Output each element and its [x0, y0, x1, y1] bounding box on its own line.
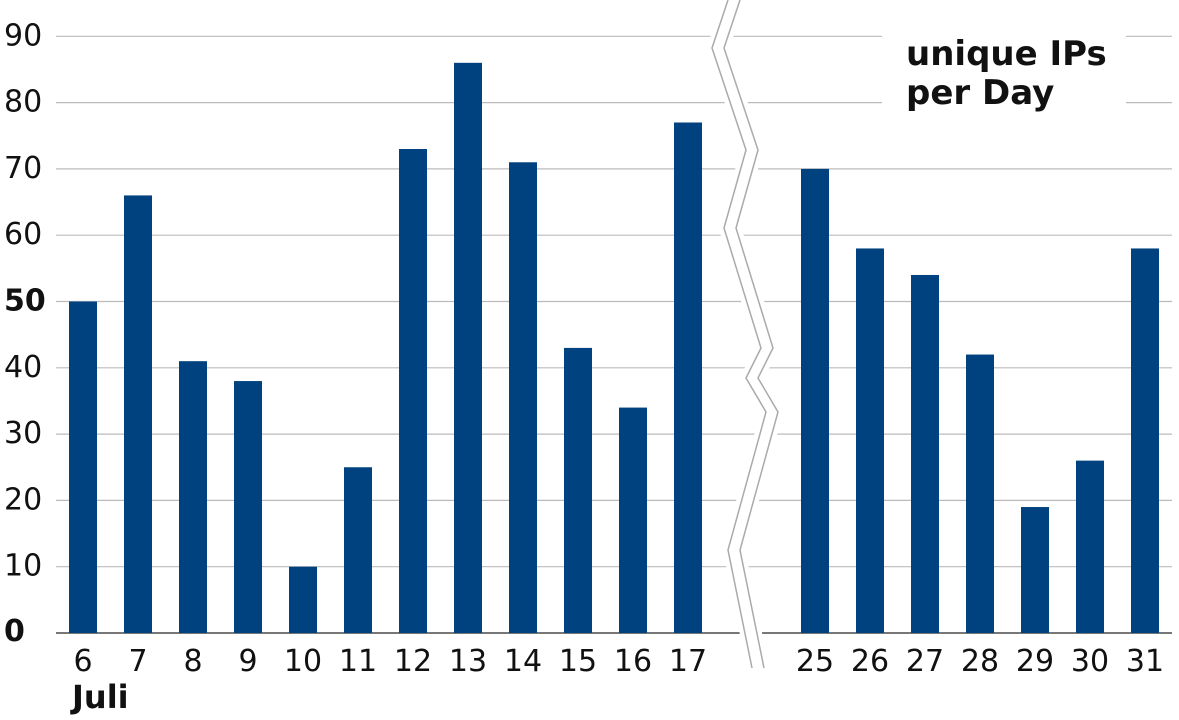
x-axis-label: Juli — [70, 678, 129, 716]
title-line-1: unique IPs — [906, 34, 1107, 74]
axis-break-marker — [706, 0, 784, 671]
y-tick-40: 40 — [4, 350, 42, 385]
y-tick-50: 50 — [4, 284, 46, 319]
x-tick-30: 30 — [1071, 644, 1109, 679]
bar-12 — [399, 149, 427, 633]
y-tick-60: 60 — [4, 217, 42, 252]
bar-30 — [1076, 460, 1104, 633]
y-tick-20: 20 — [4, 482, 42, 517]
x-tick-16: 16 — [614, 644, 652, 679]
title-line-2: per Day — [906, 73, 1054, 113]
bar-27 — [911, 274, 939, 633]
bar-7 — [124, 195, 152, 634]
bar-10 — [289, 566, 317, 633]
bar-11 — [344, 467, 372, 633]
y-tick-30: 30 — [4, 416, 42, 451]
bar-31 — [1131, 248, 1159, 633]
y-tick-10: 10 — [4, 549, 42, 584]
x-tick-7: 7 — [128, 644, 147, 679]
x-tick-12: 12 — [394, 644, 432, 679]
chart-title: unique IPs per Day — [882, 20, 1126, 116]
gridlines — [56, 35, 1172, 634]
bar-25 — [801, 168, 829, 633]
bar-26 — [856, 248, 884, 633]
break-edge-left — [711, 0, 767, 669]
x-tick-10: 10 — [284, 644, 322, 679]
x-tick-15: 15 — [559, 644, 597, 679]
y-tick-70: 70 — [4, 151, 42, 186]
bar-8 — [179, 361, 207, 633]
bar-14 — [509, 162, 537, 633]
bars — [69, 62, 1159, 634]
x-tick-17: 17 — [669, 644, 707, 679]
x-tick-28: 28 — [961, 644, 999, 679]
x-tick-14: 14 — [504, 644, 542, 679]
x-tick-26: 26 — [851, 644, 889, 679]
bar-15 — [564, 347, 592, 633]
x-tick-27: 27 — [906, 644, 944, 679]
bar-28 — [966, 354, 994, 633]
x-tick-8: 8 — [183, 644, 202, 679]
x-tick-13: 13 — [449, 644, 487, 679]
x-axis-tick-labels: 6 7 8 9 10 11 12 13 14 15 16 17 25 26 27 28 29 30 31 — [73, 644, 1164, 679]
break-edge-right — [723, 0, 779, 669]
x-tick-9: 9 — [238, 644, 257, 679]
y-tick-80: 80 — [4, 85, 42, 120]
x-tick-31: 31 — [1126, 644, 1164, 679]
x-tick-29: 29 — [1016, 644, 1054, 679]
bar-6 — [69, 301, 97, 633]
title-background — [882, 20, 1126, 116]
bar-17 — [674, 122, 702, 634]
bar-13 — [454, 62, 482, 633]
x-tick-25: 25 — [796, 644, 834, 679]
x-tick-11: 11 — [339, 644, 377, 679]
x-tick-6: 6 — [73, 644, 92, 679]
y-tick-90: 90 — [4, 18, 42, 53]
y-axis-tick-labels: 0 10 20 30 40 50 60 70 80 90 — [4, 18, 46, 649]
bar-29 — [1021, 507, 1049, 633]
y-tick-0: 0 — [4, 614, 25, 649]
bar-16 — [619, 407, 647, 633]
break-gap — [706, 0, 784, 671]
bar-9 — [234, 381, 262, 633]
